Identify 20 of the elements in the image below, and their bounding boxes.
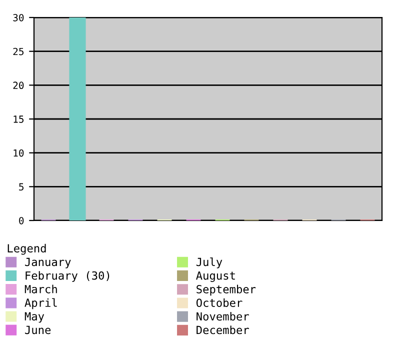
y-tick-label: 30: [13, 14, 24, 22]
legend-label: December: [196, 326, 249, 334]
legend-label: January: [25, 258, 71, 268]
legend-label: March: [24, 284, 57, 294]
y-tick-label: 5: [19, 183, 24, 191]
legend-label: July: [196, 257, 222, 268]
legend-label: April: [24, 298, 57, 310]
legend-label: November: [196, 312, 249, 321]
y-tick-label: 0: [19, 217, 24, 224]
legend-label: August: [196, 271, 235, 282]
legend-label: October: [196, 298, 242, 307]
legend-label: May: [24, 312, 44, 323]
legend-label: February (30): [26, 271, 110, 282]
legend-title: Legend: [8, 244, 46, 255]
y-tick-label: 10: [14, 149, 24, 157]
y-tick-label: 20: [13, 82, 24, 90]
y-tick-label: 25: [13, 48, 24, 56]
legend-label: June: [25, 326, 51, 334]
legend-label: September: [196, 284, 256, 296]
y-tick-label: 15: [14, 116, 24, 123]
